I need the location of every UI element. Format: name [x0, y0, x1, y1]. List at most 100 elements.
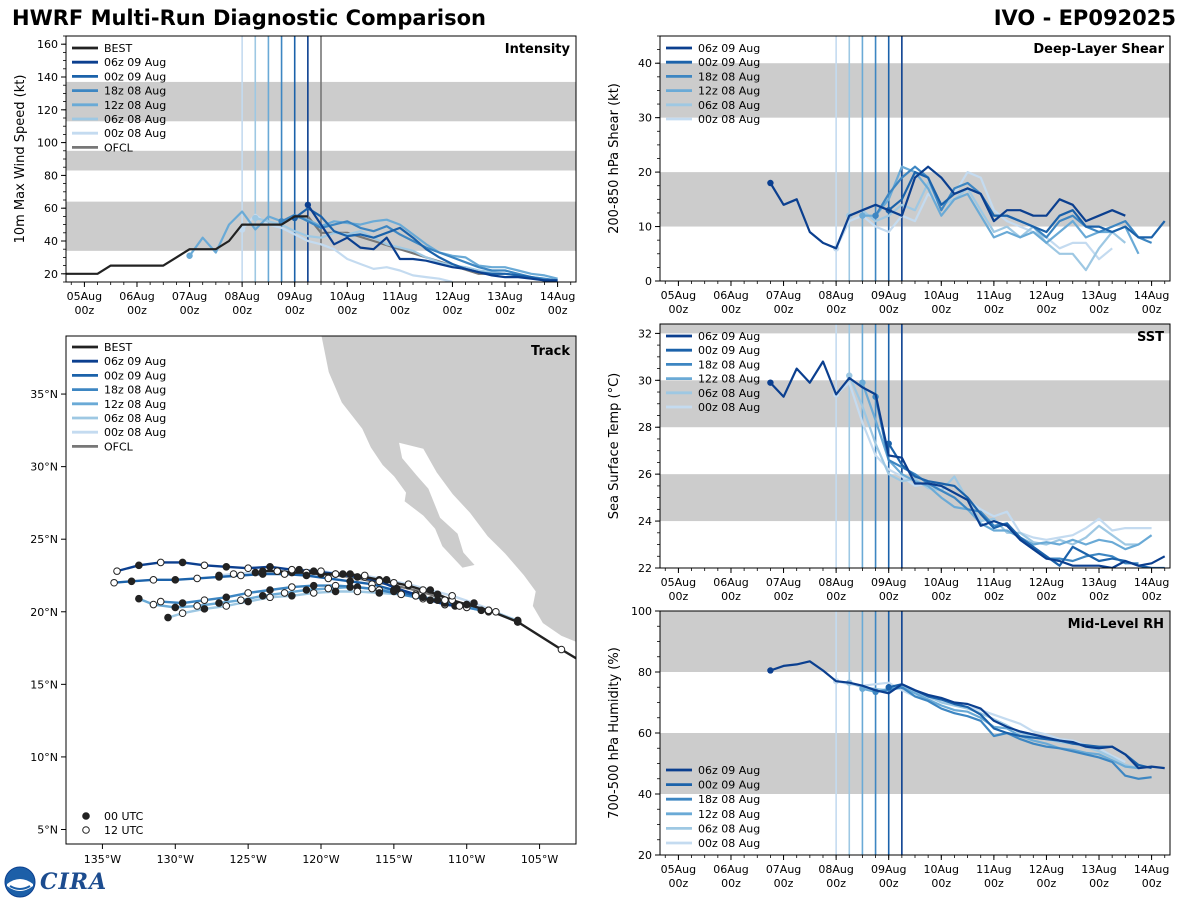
shear-xtick-label-day: 07Aug — [766, 289, 801, 302]
track-legend-label-best: BEST — [104, 341, 132, 354]
rh-ytick-label: 80 — [638, 666, 652, 679]
shear-ytick-label: 30 — [638, 112, 652, 125]
track-point-00z-08-aug — [426, 586, 435, 594]
track-point-00z-08-aug — [492, 607, 500, 616]
track-ytick-label: 25°N — [30, 533, 58, 546]
track-point-06z-08-aug — [178, 609, 187, 618]
rh-ytick-label: 60 — [638, 727, 652, 740]
track-ytick-label: 10°N — [30, 751, 58, 764]
track-point-06z-09-aug — [309, 567, 318, 575]
intensity-ytick-label: 60 — [44, 202, 58, 215]
rh-xtick-label-hour: 00z — [774, 877, 794, 890]
shear-init-marker-12z-08-aug — [859, 212, 866, 219]
track-point-06z-08-aug — [331, 587, 340, 596]
track-point-06z-08-aug — [222, 602, 231, 610]
track-land — [320, 336, 576, 643]
sst-plot-area — [660, 324, 1170, 568]
shear-xtick-label-hour: 00z — [984, 303, 1004, 316]
sst-legend-label-06z-08-aug: 06z 08 Aug — [698, 387, 760, 400]
rh-legend-label-06z-08-aug: 06z 08 Aug — [698, 822, 760, 835]
track-point-06z-09-aug — [200, 561, 209, 570]
track-legend-label-06z-08-aug: 06z 08 Aug — [104, 412, 166, 425]
track-point-00z-09-aug — [110, 578, 118, 587]
track-point-06z-09-aug — [375, 577, 384, 586]
intensity-xtick-label-day: 08Aug — [224, 290, 259, 303]
track-point-06z-09-aug — [113, 567, 121, 575]
shear-series-06z-09-aug — [769, 165, 1126, 250]
intensity-xtick-label-day: 06Aug — [119, 290, 154, 303]
shear-ytick-label: 10 — [638, 221, 652, 234]
track-xtick-label: 135°W — [84, 853, 121, 866]
track-point-12z-08-aug — [455, 602, 464, 610]
sst-xtick-label-day: 08Aug — [818, 576, 853, 589]
rh-xtick-label-hour: 00z — [931, 877, 951, 890]
shear-xtick-label-day: 08Aug — [818, 289, 853, 302]
rh-ytick-label: 40 — [638, 788, 652, 801]
shear-xtick-label-day: 11Aug — [976, 289, 1011, 302]
sst-legend-label-18z-08-aug: 18z 08 Aug — [698, 358, 760, 371]
track-xtick-label: 120°W — [302, 853, 339, 866]
sst-ytick-label: 28 — [638, 421, 652, 434]
track-point-12z-08-aug — [215, 599, 223, 607]
shear-xtick-label-day: 14Aug — [1134, 289, 1169, 302]
intensity-legend-label-06z-08-aug: 06z 08 Aug — [104, 113, 166, 126]
intensity-ylabel: 10m Max Wind Speed (kt) — [13, 75, 28, 244]
intensity-xtick-label-day: 11Aug — [382, 290, 417, 303]
rh-ylabel: 700-500 hPa Humidity (%) — [607, 647, 622, 819]
sst-panel-title: SST — [1137, 330, 1164, 345]
rh-init-marker-00z-09-aug — [885, 684, 892, 691]
intensity-series-00z-09-aug — [294, 207, 558, 282]
sst-xtick-label-hour: 00z — [1089, 590, 1109, 603]
intensity-xtick-label-hour: 00z — [495, 304, 515, 317]
track-point-best — [346, 570, 354, 578]
track-point-00z-09-aug — [324, 574, 333, 583]
shear-ytick-label: 40 — [638, 57, 652, 70]
intensity-legend-label-00z-09-aug: 00z 09 Aug — [104, 70, 166, 83]
intensity-ytick-label: 140 — [37, 71, 58, 84]
rh-legend-label-00z-09-aug: 00z 09 Aug — [698, 779, 760, 792]
track-point-06z-08-aug — [200, 605, 209, 613]
rh-series-12z-08-aug — [862, 686, 1139, 770]
shear-xtick-label-day: 13Aug — [1081, 289, 1116, 302]
track-point-00z-09-aug — [258, 570, 267, 578]
track-point-06z-09-aug — [266, 562, 274, 571]
cira-logo-text: CIRA — [40, 869, 108, 895]
track-point-00z-08-aug — [215, 571, 223, 580]
sst-ytick-label: 26 — [638, 468, 652, 481]
track-point-12z-08-aug — [237, 596, 245, 604]
track-point-06z-08-aug — [266, 593, 274, 602]
track-point-00z-08-aug — [339, 570, 347, 578]
shear-xtick-label-day: 06Aug — [713, 289, 748, 302]
track-point-18z-08-aug — [266, 586, 274, 594]
track-point-12z-08-aug — [368, 584, 376, 593]
intensity-legend-label-best: BEST — [104, 42, 132, 55]
track-point-06z-09-aug — [288, 565, 296, 574]
rh-legend-label-00z-08-aug: 00z 08 Aug — [698, 837, 760, 850]
track-point-18z-08-aug — [156, 597, 165, 606]
track-marker-legend-label: 00 UTC — [104, 810, 144, 823]
track-point-12z-08-aug — [135, 594, 143, 603]
track-point-06z-09-aug — [353, 573, 362, 581]
intensity-xtick-label-day: 12Aug — [435, 290, 470, 303]
track-point-00z-08-aug — [470, 599, 478, 607]
sst-xtick-label-hour: 00z — [984, 590, 1004, 603]
intensity-xtick-label-hour: 00z — [127, 304, 147, 317]
track-point-12z-08-aug — [280, 589, 289, 597]
rh-xtick-label-hour: 00z — [1142, 877, 1162, 890]
shear-legend-label-00z-09-aug: 00z 09 Aug — [698, 56, 760, 69]
track-point-00z-08-aug — [404, 580, 413, 588]
track-point-00z-09-aug — [149, 576, 158, 584]
shear-legend-label-18z-08-aug: 18z 08 Aug — [698, 70, 760, 83]
track-legend-label-00z-09-aug: 00z 09 Aug — [104, 369, 166, 382]
track-point-06z-09-aug — [222, 562, 231, 571]
track-legend-label-ofcl: OFCL — [104, 440, 134, 453]
track-point-12z-08-aug — [411, 592, 420, 600]
intensity-ytick-label: 20 — [44, 268, 58, 281]
track-point-06z-08-aug — [353, 587, 362, 596]
track-ytick-label: 5°N — [37, 823, 58, 836]
track-point-00z-09-aug — [171, 576, 180, 584]
sst-legend-label-12z-08-aug: 12z 08 Aug — [698, 373, 760, 386]
sst-xtick-label-day: 11Aug — [976, 576, 1011, 589]
track-legend-label-06z-09-aug: 06z 09 Aug — [104, 355, 166, 368]
shear-xtick-label-hour: 00z — [774, 303, 794, 316]
